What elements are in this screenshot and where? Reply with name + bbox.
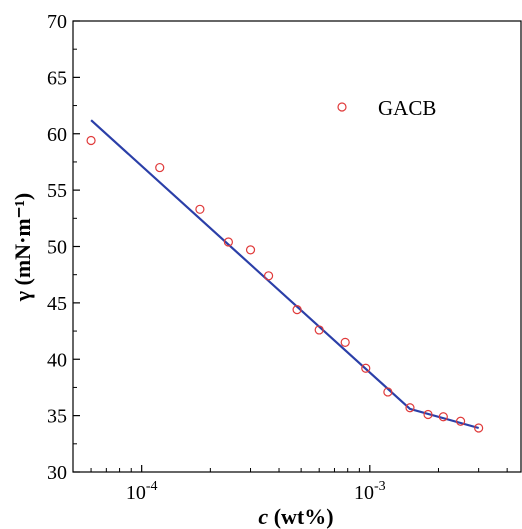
data-point (423, 409, 433, 420)
data-point (474, 423, 484, 433)
y-tick-label: 55 (47, 180, 67, 202)
data-point (455, 416, 466, 426)
data-point (223, 237, 234, 247)
y-tick-label: 45 (47, 293, 67, 315)
data-point (340, 337, 350, 347)
x-tick-base: 10 (126, 482, 146, 504)
x-axis: 10-4 10-3 (90, 465, 508, 504)
data-point (155, 162, 165, 173)
data-point (438, 412, 448, 422)
y-tick-label: 35 (47, 406, 67, 428)
y-tick-label: 50 (47, 237, 67, 259)
data-point (405, 403, 415, 413)
y-tick-label: 40 (47, 349, 67, 371)
data-point (195, 204, 205, 214)
fit-line (90, 119, 479, 430)
x-tick-base: 10 (354, 482, 374, 504)
y-tick-label: 65 (47, 67, 67, 89)
legend-label: GACB (378, 96, 436, 120)
data-point (86, 135, 96, 146)
data-point (314, 325, 324, 335)
y-tick-label: 60 (47, 124, 67, 146)
legend-marker (337, 102, 347, 112)
x-tick-label: 10-4 (126, 479, 158, 504)
x-axis-title-unit: (wt%) (268, 504, 333, 529)
data-point (361, 363, 371, 373)
x-tick-label: 10-3 (354, 479, 386, 504)
y-tick-label: 70 (47, 11, 67, 33)
legend: GACB (337, 96, 436, 120)
data-point (245, 245, 256, 255)
data-point (292, 305, 302, 315)
data-point (263, 271, 274, 281)
y-axis-title: γ (mN·m⁻¹) (10, 193, 35, 303)
x-tick-exponent: -3 (374, 479, 386, 494)
x-axis-title: c (wt%) (258, 504, 333, 529)
x-tick-exponent: -4 (146, 479, 158, 494)
y-axis: 30 35 40 45 50 55 60 65 70 (47, 11, 80, 484)
x-axis-title-variable: c (258, 504, 268, 529)
y-tick-label: 30 (47, 462, 67, 484)
plot-area (72, 20, 522, 473)
data-layer (86, 119, 484, 433)
data-point (383, 387, 393, 397)
